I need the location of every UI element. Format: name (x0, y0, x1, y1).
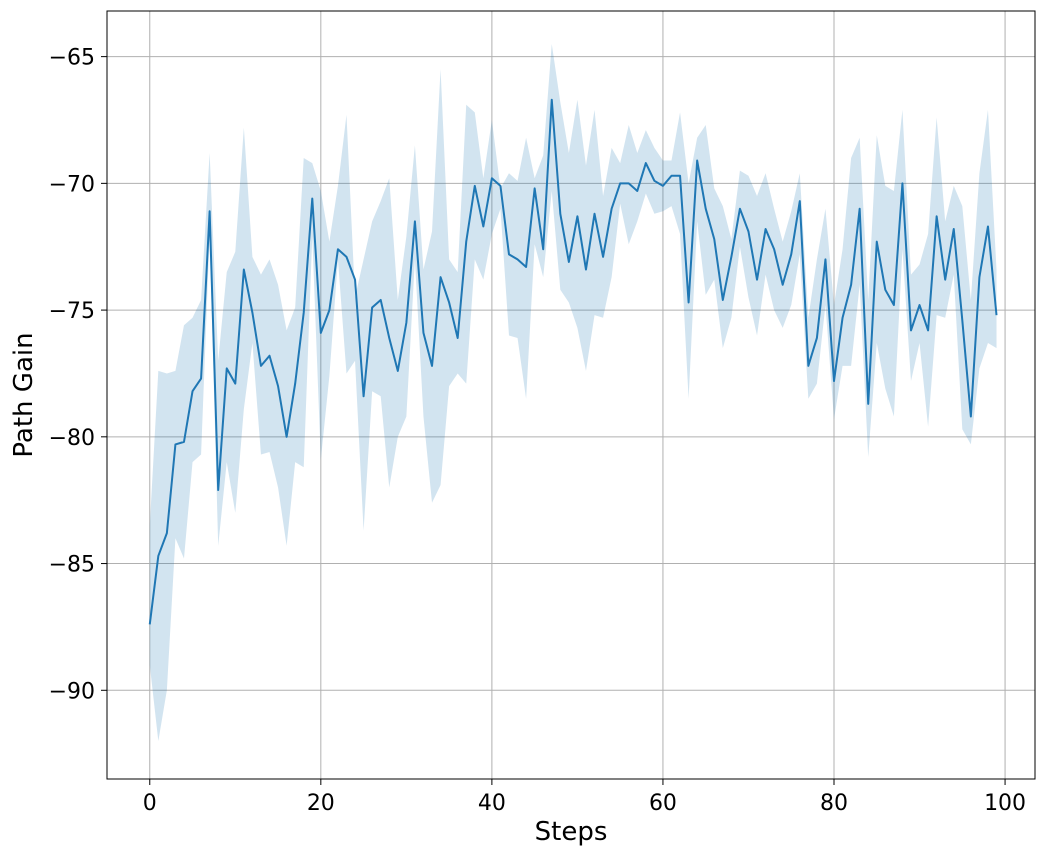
confidence-band (149, 43, 997, 741)
series-line-layer (148, 98, 998, 625)
plot-frame (106, 10, 1036, 780)
x-tick-label: 60 (649, 791, 677, 816)
x-tick-label: 80 (820, 791, 848, 816)
confidence-band-layer (149, 43, 997, 741)
grid (107, 11, 1035, 779)
x-tick-label: 100 (984, 791, 1026, 816)
y-tick-label: −85 (49, 553, 95, 578)
y-axis-label: Path Gain (9, 332, 39, 457)
y-tick-label: −65 (49, 46, 95, 71)
y-tick-label: −70 (49, 172, 95, 197)
x-tick-label: 20 (307, 791, 335, 816)
x-tick-label: 40 (478, 791, 506, 816)
y-tick-label: −75 (49, 299, 95, 324)
y-axis-ticks: −90 −85 −80 −75 −70 −65 (49, 46, 107, 704)
x-tick-label: 0 (143, 791, 157, 816)
y-tick-label: −90 (49, 679, 95, 704)
mean-path-gain-line (148, 98, 998, 625)
x-axis-label: Steps (535, 817, 608, 847)
x-axis-ticks: 0 20 40 60 80 100 (143, 779, 1026, 816)
y-tick-label: −80 (49, 426, 95, 451)
